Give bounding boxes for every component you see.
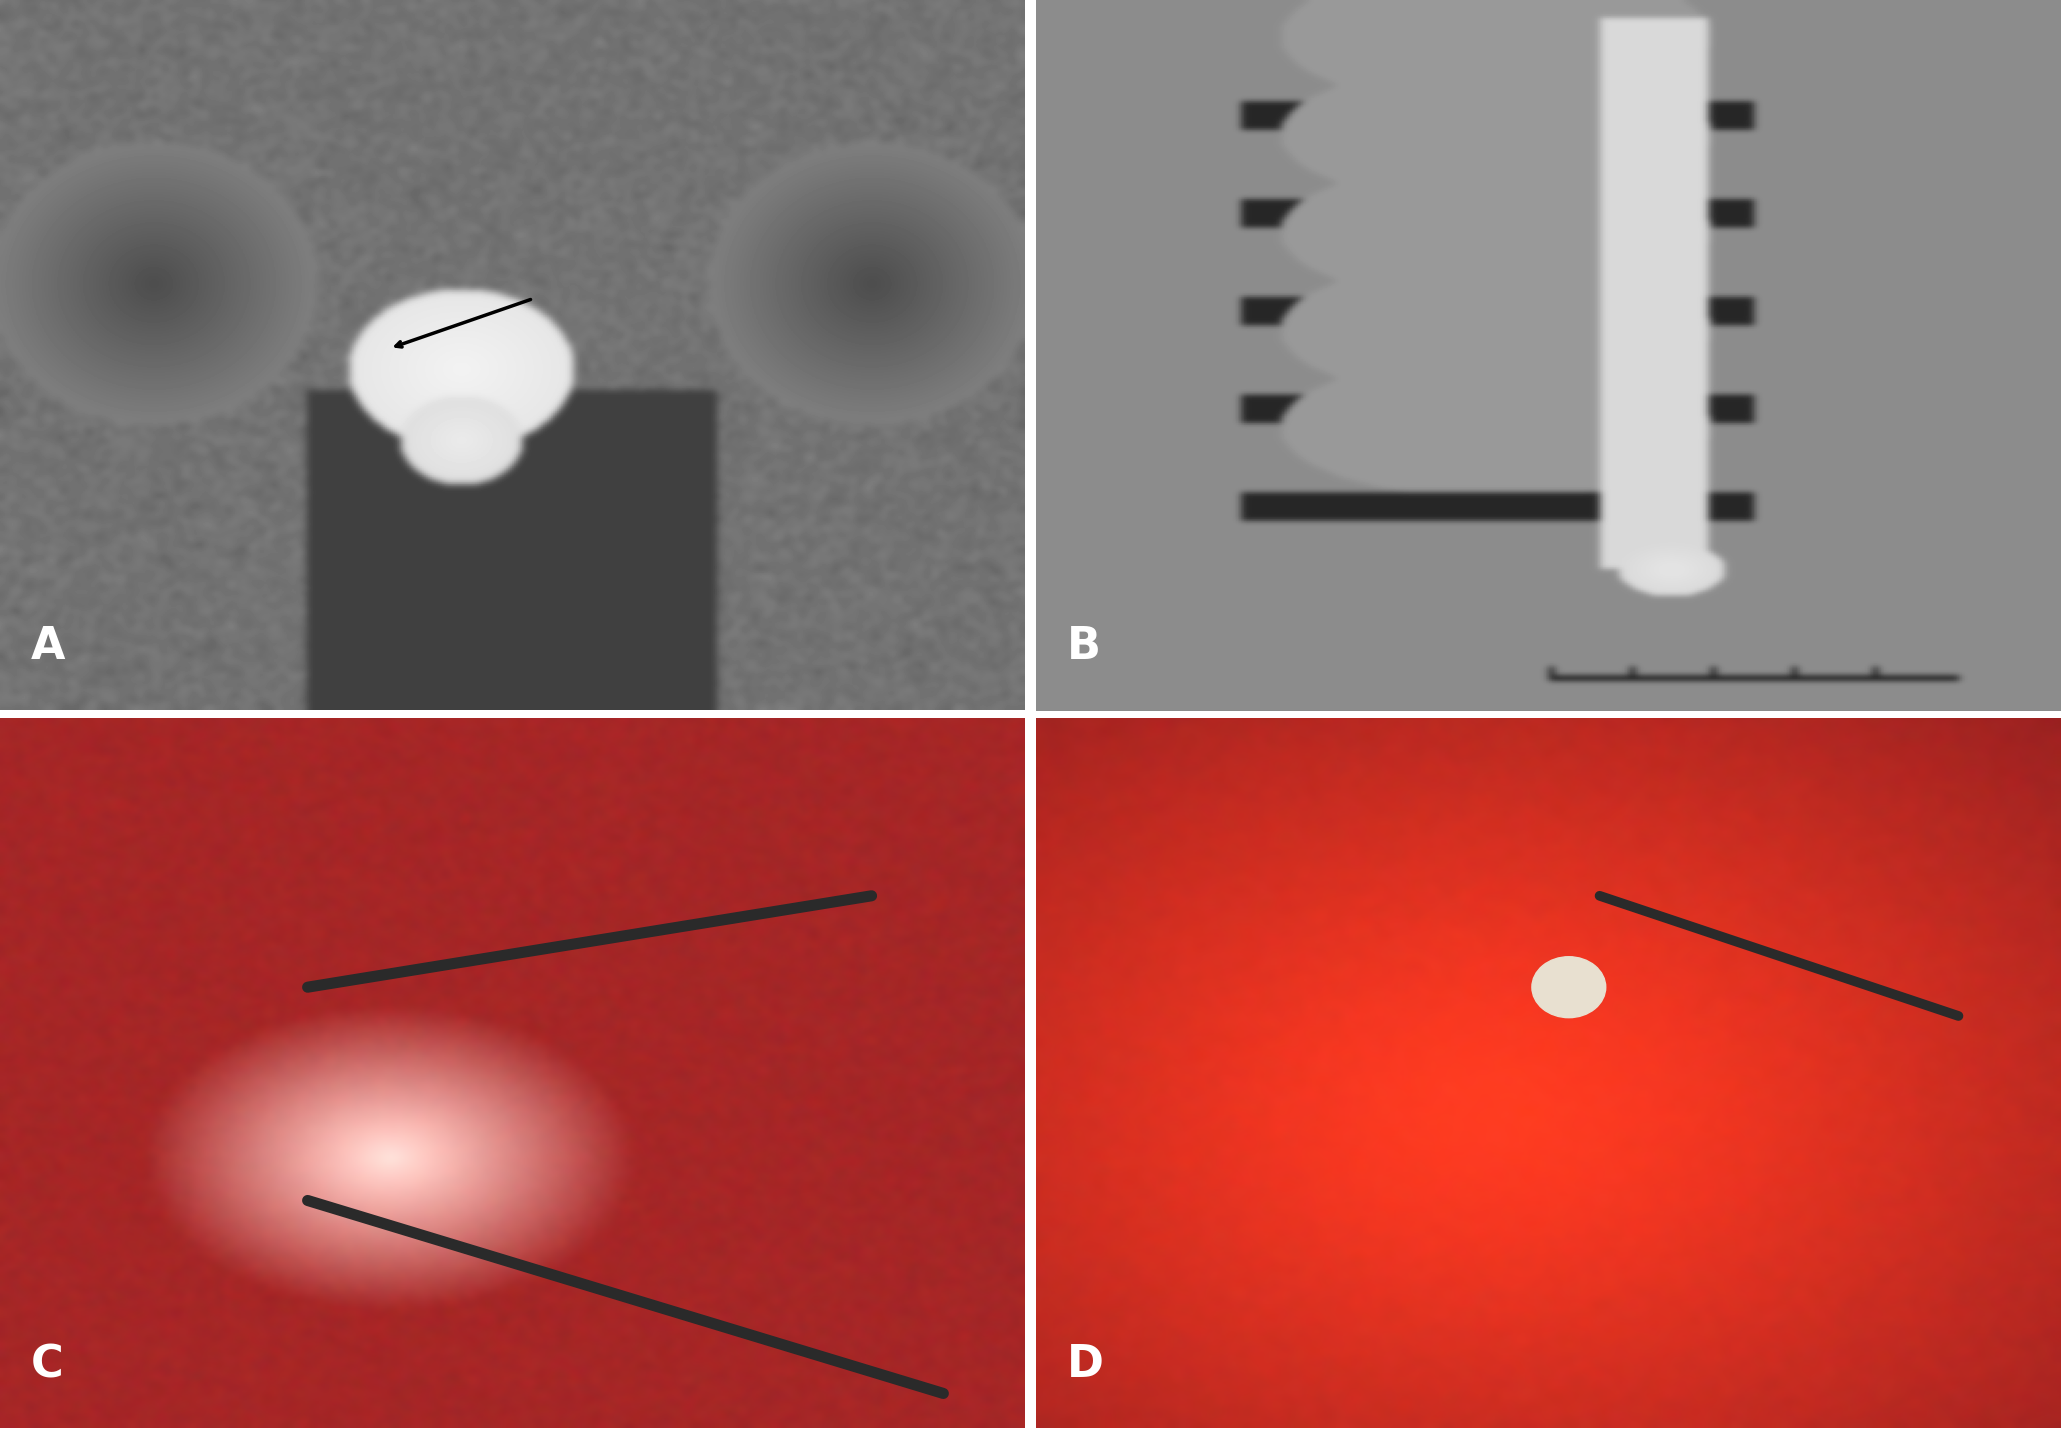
Text: C: C [31,1343,64,1386]
Text: B: B [1066,626,1101,669]
Text: A: A [31,626,66,669]
Text: D: D [1066,1343,1103,1386]
Circle shape [1531,957,1606,1017]
